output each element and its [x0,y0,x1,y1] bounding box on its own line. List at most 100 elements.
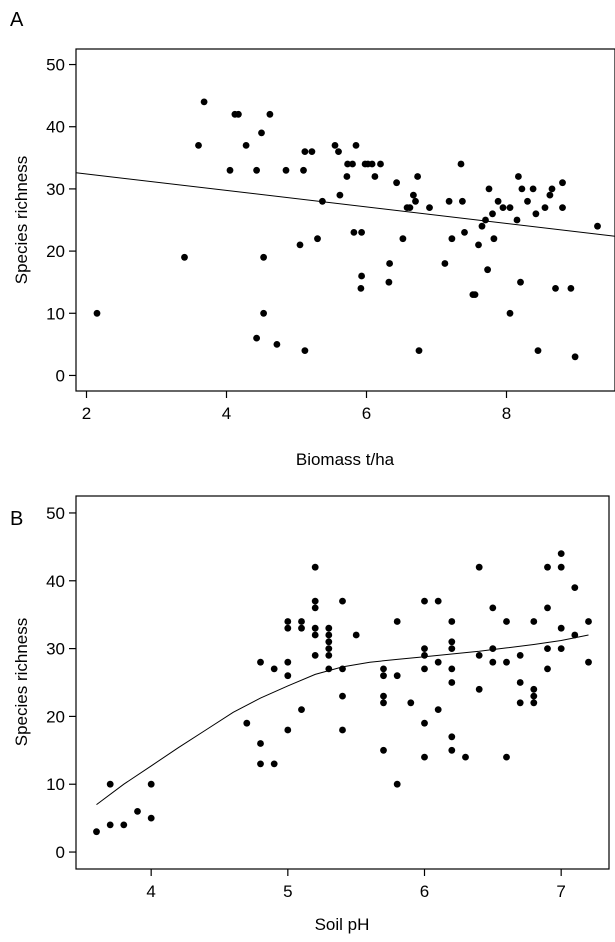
panel-b-data-point [325,665,333,673]
panel-b-data-point [270,760,278,768]
panel-b-data-point [530,692,538,700]
panel-b-data-point [284,726,292,734]
panel-a-y-axis-label: Species richness [12,156,31,285]
panel-a-x-tick-label: 8 [502,404,511,423]
panel-b-data-point [421,753,428,761]
panel-b-data-point [93,828,100,836]
panel-b-data-point [585,618,592,625]
panel-a-data-point [195,142,202,149]
panel-b-data-point [339,726,346,734]
panel-b-data-point [393,618,401,625]
panel-b-data-point [339,665,346,673]
panel-a-data-point [552,285,559,292]
panel-b-data-point [544,645,551,652]
panel-a-data-point [490,235,498,243]
panel-b-data-point [106,821,114,829]
panel-b-data-point [380,672,387,680]
panel-a-data-point [471,291,479,298]
panel-a-data-point [441,260,449,267]
panel-b-data-point [298,618,305,625]
panel-b-data-point [257,658,264,666]
panel-a-data-point [308,148,316,156]
panel-a-data-point [385,278,393,286]
panel-b-data-point [311,597,319,605]
panel-b-data-point [448,746,456,754]
panel-a-data-point [506,309,514,317]
panel-b-y-tick-label: 40 [46,572,65,591]
panel-a-data-point [349,160,356,168]
panel-a-data-point [534,347,542,354]
panel-b-plot-frame [75,495,610,870]
panel-a-data-point [235,110,242,118]
panel-b-data-point [352,631,360,639]
panel-b-data-point [462,753,469,761]
panel-a-data-point [352,142,360,149]
panel-b-data-point [284,624,292,632]
panel-b-data-point [284,618,292,625]
panel-b-y-tick-label: 30 [46,640,65,659]
panel-a-data-point [314,235,321,243]
panel-b-y-tick-label: 20 [46,707,65,726]
panel-a-data-point [532,210,540,218]
panel-a-data-point [515,173,522,180]
panel-b-data-point [448,638,456,646]
panel-a-data-point [415,347,423,354]
panel-b-data-point [421,645,428,652]
panel-b-data-point [325,631,333,639]
panel-b-x-tick-label: 5 [283,882,292,901]
panel-a-data-point [414,173,421,180]
panel-a-data-point [459,197,466,205]
panel-b-data-point [298,624,305,632]
panel-a: A 0 10 20 30 40 50 2 4 6 8 Biomass t/ha Species … [10,9,615,469]
panel-a-y-tick-label: 10 [46,304,65,323]
panel-b-data-point [284,672,292,680]
panel-a-data-point [371,173,379,180]
panel-b-data-point [489,604,497,612]
panel-b-data-point [571,631,579,639]
panel-b-data-point [243,719,251,727]
panel-b-data-point [380,699,387,707]
panel-b-data-point [380,746,387,754]
panel-b-data-point [325,652,333,659]
panel-b-data-point [311,563,319,571]
panel-a-data-point [282,166,290,174]
panel-b-data-point [270,665,278,673]
panel-a-data-point [253,334,260,342]
panel-a-data-point [412,197,419,205]
panel-b-data-point [557,624,565,632]
panel-b-data-point [311,652,319,659]
panel-b-data-point [393,672,401,680]
panel-b-data-point [448,733,456,741]
panel-b-y-tick-label: 50 [46,504,65,523]
panel-a-data-point [499,204,507,212]
panel-a-x-axis: 2 4 6 8 [82,391,511,423]
panel-b-data-point [448,665,456,673]
panel-a-data-point [571,353,579,361]
panel-b-data-point [257,740,264,747]
panel-a-data-point [344,160,351,168]
panel-b-data-point [475,685,483,693]
panel-a-data-point [489,210,496,218]
panel-b-data-point [571,584,579,591]
panel-a-data-point [301,347,309,354]
panel-a-data-point [358,229,365,236]
panel-b-data-point [421,597,428,605]
panel-a-data-point [410,191,417,199]
panel-a-data-point [484,266,491,274]
panel-a-data-point [426,204,433,212]
panel-b-data-point [530,699,538,707]
panel-a-data-point [331,142,339,149]
panel-a-data-point [181,253,188,261]
panel-a-data-point [300,166,307,174]
panel-b-data-point [134,808,141,815]
panel-b: B 0 10 20 30 40 50 4 5 6 7 Soil pH Species richn… [10,495,610,934]
panel-b-data-point [530,685,538,693]
panel-a-y-tick-label: 40 [46,118,65,137]
panel-b-x-axis-label: Soil pH [315,915,370,934]
panel-b-data-point [421,665,428,673]
panel-a-data-point [393,179,400,187]
panel-a-data-point [301,148,309,156]
panel-b-data-point [380,665,387,673]
panel-a-x-tick-label: 2 [82,404,91,423]
panel-b-data-point [106,780,114,788]
